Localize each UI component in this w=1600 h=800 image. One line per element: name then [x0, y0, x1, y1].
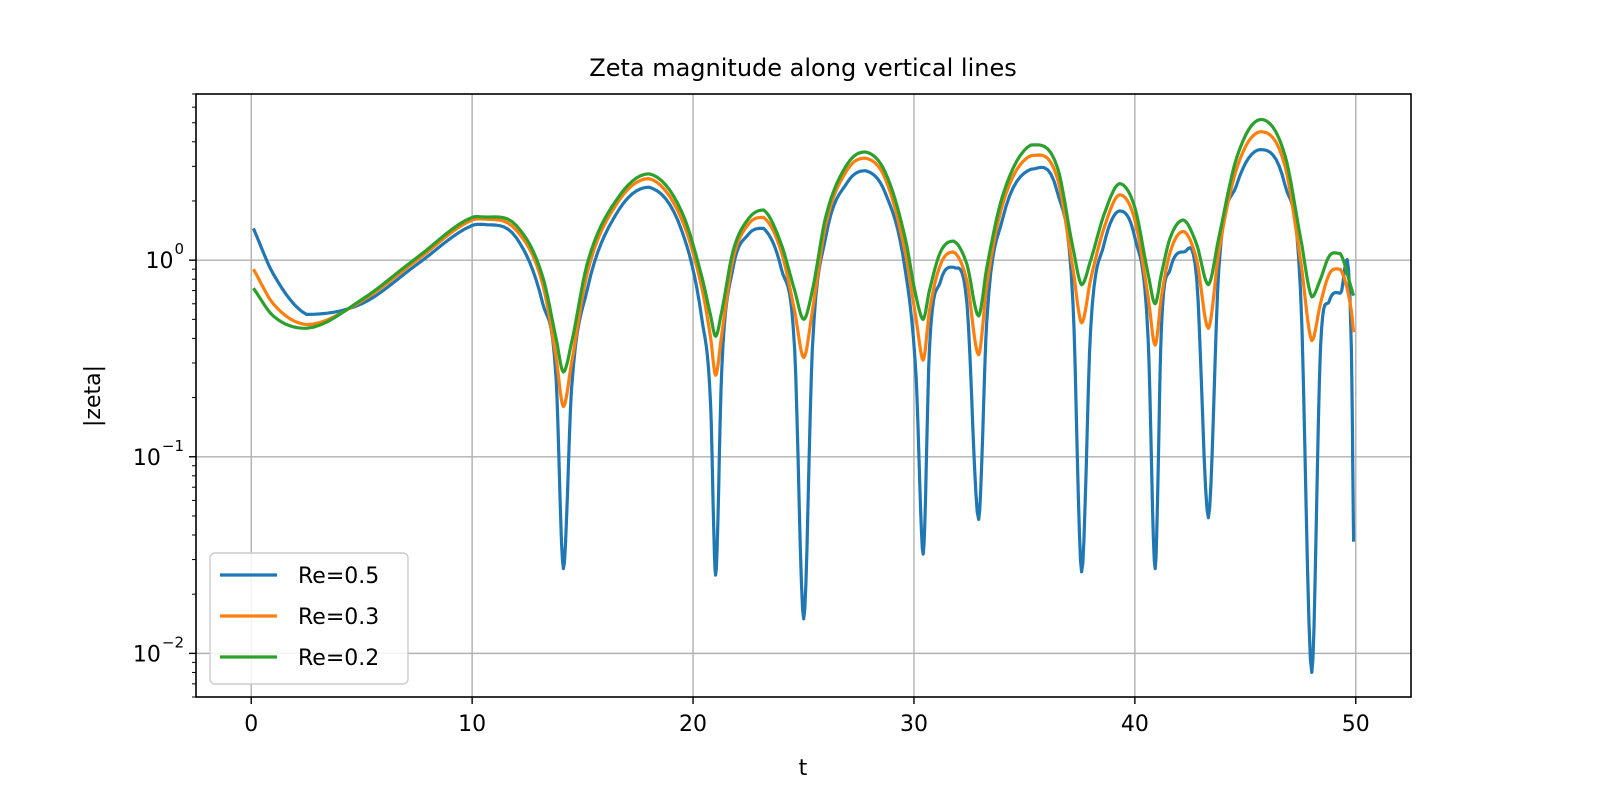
y-tick-base: 10	[133, 642, 161, 667]
y-tick-label: 010	[145, 240, 184, 274]
x-tick-label: 30	[900, 712, 928, 737]
x-tick-label: 40	[1121, 712, 1149, 737]
y-tick-exponent: −1	[162, 437, 184, 455]
plot-lines	[251, 117, 1356, 674]
series-line-0	[251, 148, 1356, 674]
legend: Re=0.5 Re=0.3 Re=0.2	[209, 552, 409, 685]
y-tick-label: −210	[133, 633, 184, 667]
y-tick-base: 10	[145, 249, 173, 274]
x-tick-label: 50	[1342, 712, 1370, 737]
y-tick-exponent: −2	[162, 633, 184, 651]
y-tick-exponent: 0	[174, 240, 184, 258]
series-line-1	[252, 130, 1356, 409]
x-tick-label: 10	[458, 712, 486, 737]
legend-item: Re=0.3	[220, 605, 379, 630]
x-tick-label: 0	[244, 712, 258, 737]
y-tick-label: −110	[133, 437, 184, 471]
y-axis-label: |zeta|	[81, 365, 106, 427]
x-axis-label: t	[799, 756, 808, 781]
legend-item: Re=0.2	[220, 646, 379, 671]
legend-item: Re=0.5	[220, 564, 379, 589]
y-tick-base: 10	[133, 446, 161, 471]
chart-title: Zeta magnitude along vertical lines	[589, 54, 1016, 82]
legend-label: Re=0.2	[298, 646, 379, 671]
series-line-2	[252, 117, 1356, 374]
x-tick-label: 20	[679, 712, 707, 737]
legend-label: Re=0.5	[298, 564, 379, 589]
axes-frame	[195, 93, 1412, 698]
legend-label: Re=0.3	[298, 605, 379, 630]
legend-box	[209, 552, 409, 685]
